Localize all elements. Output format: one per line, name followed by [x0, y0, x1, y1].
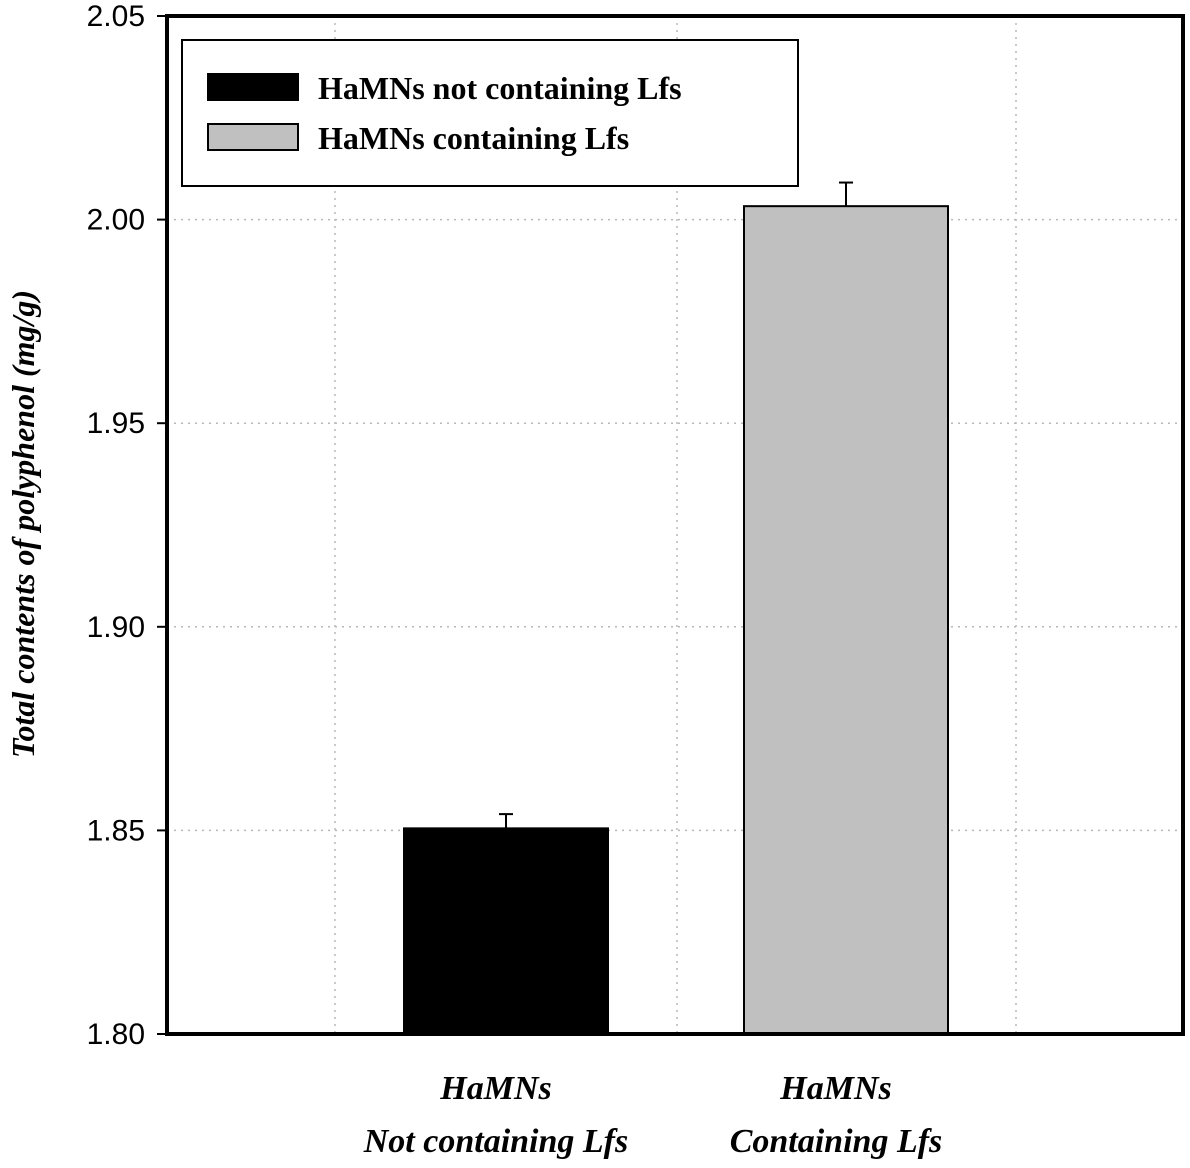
plot-frame [165, 14, 1185, 1036]
legend-label-0: HaMNs not containing Lfs [318, 70, 682, 106]
x-category-label-0-line2: Not containing Lfs [363, 1123, 628, 1160]
y-tick-label-1: 1.85 [87, 814, 145, 847]
y-tick-label-0: 1.80 [87, 1018, 145, 1051]
legend: HaMNs not containing Lfs HaMNs containing… [181, 39, 799, 187]
bar-0 [403, 827, 609, 1036]
y-axis-label: Total contents of polyphenol (mg/g) [5, 290, 41, 758]
y-tick-label-4: 2.00 [87, 204, 145, 237]
y-tick-label-5: 2.05 [87, 0, 145, 33]
legend-label-1: HaMNs containing Lfs [318, 120, 629, 156]
legend-box [181, 39, 799, 187]
bars [403, 181, 949, 1036]
bar-1 [743, 205, 949, 1035]
x-category-label-1-line2: Containing Lfs [730, 1123, 943, 1160]
x-category-label-1-line1: HaMNs [779, 1070, 891, 1107]
legend-swatch-1 [207, 123, 299, 151]
legend-swatch-0 [207, 73, 299, 101]
axes: 1.80 1.85 1.90 1.95 2.00 2.05 HaMNs Not contain… [87, 0, 1185, 1160]
y-tick-label-2: 1.90 [87, 611, 145, 644]
y-tick-label-3: 1.95 [87, 407, 145, 440]
x-category-label-0-line1: HaMNs [439, 1070, 551, 1107]
